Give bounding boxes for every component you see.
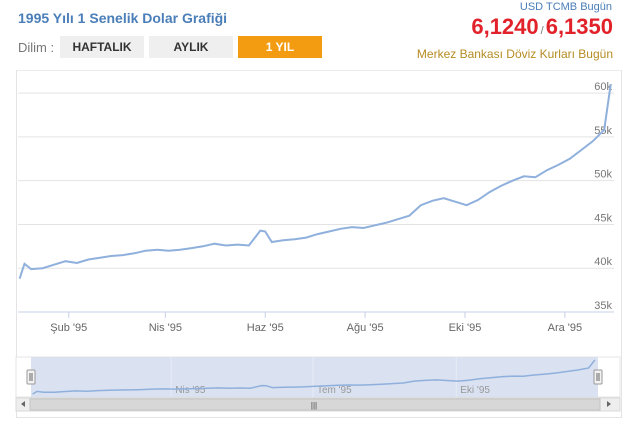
scroll-right-arrow-icon[interactable] [607, 401, 611, 407]
scroll-left-arrow-icon[interactable] [21, 401, 25, 407]
rate-values: 6,1240/6,1350 [471, 14, 613, 40]
navigator-month-label: Eki '95 [460, 385, 490, 396]
x-tick-label: Haz '95 [247, 322, 284, 334]
y-tick-label: 45k [594, 212, 612, 224]
y-tick-label: 50k [594, 169, 612, 181]
x-tick-label: Ağu '95 [347, 322, 384, 334]
navigator-selection [31, 357, 598, 397]
x-tick-label: Şub '95 [50, 322, 87, 334]
navigator-scrollbar[interactable]: ||| [15, 397, 621, 412]
y-tick-label: 40k [594, 256, 612, 268]
y-tick-label: 60k [594, 81, 612, 93]
range-button-yearly[interactable]: 1 YIL [238, 36, 322, 58]
series-line [18, 84, 612, 280]
navigator-month-label: Nis '95 [175, 385, 206, 396]
navigator-handle-right[interactable] [593, 369, 603, 385]
chart-title: 1995 Yılı 1 Senelik Dolar Grafiği [18, 10, 228, 26]
rate-separator: / [540, 25, 544, 37]
range-button-monthly[interactable]: AYLIK [149, 36, 233, 58]
x-tick-label: Ara '95 [548, 322, 583, 334]
navigator-series-line [32, 359, 596, 395]
rate-source: USD TCMB Bugün [519, 1, 612, 13]
chart-frame [16, 70, 622, 418]
range-button-weekly[interactable]: HAFTALIK [60, 36, 144, 58]
rate-subsource: Merkez Bankası Döviz Kurları Bugün [416, 47, 613, 61]
x-tick-label: Nis '95 [149, 322, 182, 334]
scrollbar-grip-icon: ||| [311, 401, 317, 410]
chart-grid [18, 92, 614, 313]
x-axis: Şub '95 Nis '95 Haz '95 Ağu '95 Eki '95 Ara '… [18, 311, 614, 334]
y-tick-label: 35k [594, 300, 612, 312]
navigator-handle-left[interactable] [26, 369, 36, 385]
buy-rate: 6,1240 [471, 14, 539, 39]
x-tick-label: Eki '95 [449, 322, 482, 334]
sell-rate: 6,1350 [545, 14, 613, 39]
range-label: Dilim : [18, 40, 55, 55]
navigator: Nis '95 Tem '95 Eki '95 ||| [15, 356, 621, 412]
navigator-month-label: Tem '95 [317, 385, 352, 396]
